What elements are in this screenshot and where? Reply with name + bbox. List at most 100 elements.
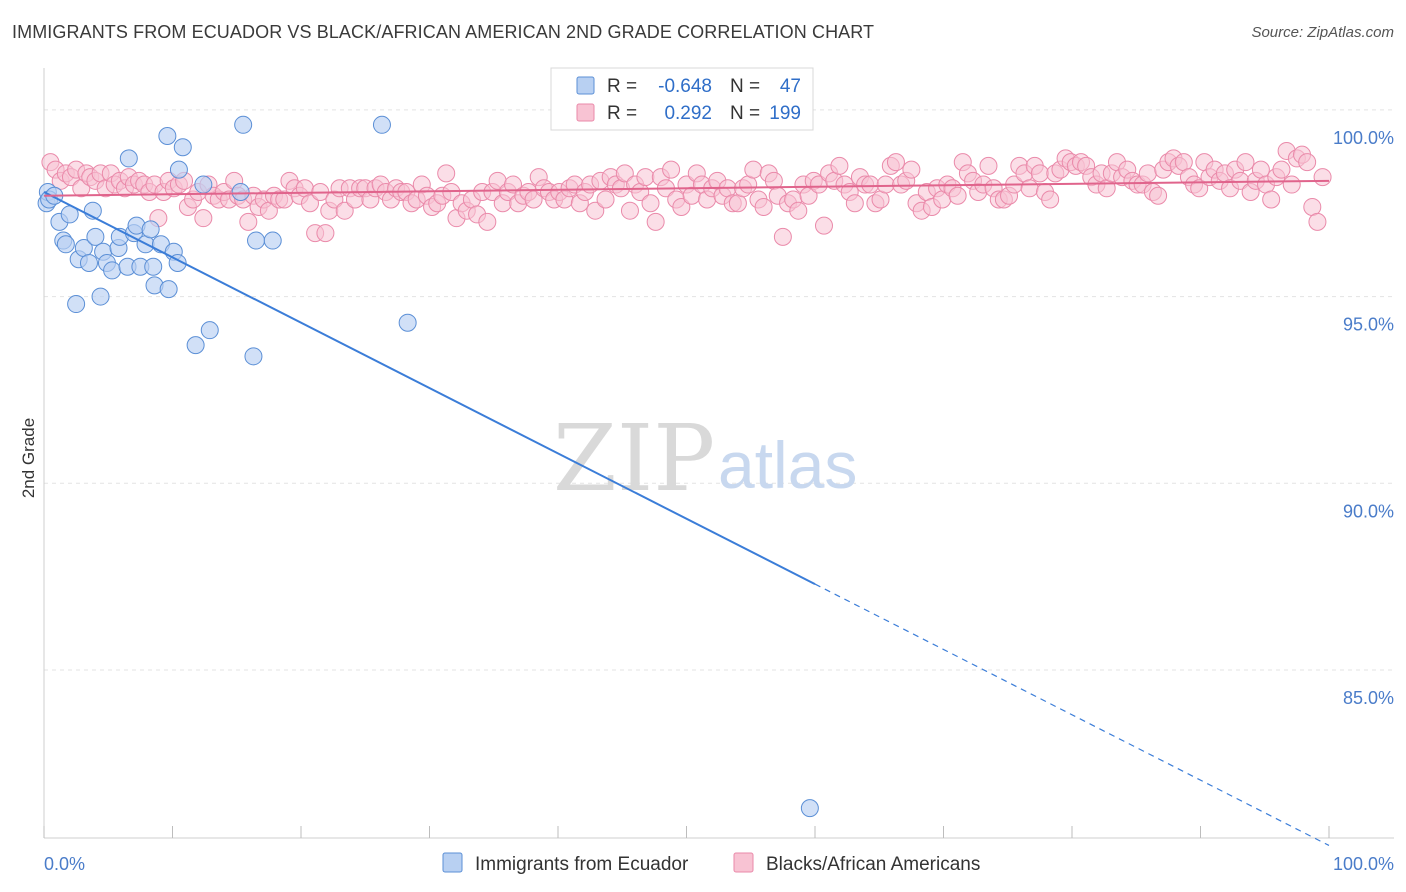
legend-r-label-1: R =	[607, 76, 637, 97]
blue-point	[91, 287, 110, 306]
pink-point	[1190, 179, 1209, 198]
pink-point	[1262, 190, 1281, 209]
blue-point	[247, 231, 266, 250]
pink-point	[662, 160, 681, 179]
x-tick-label-0: 0.0%	[44, 854, 85, 874]
pink-point	[586, 201, 605, 220]
pink-point	[636, 168, 655, 187]
blue-point	[103, 261, 122, 280]
bottom-legend-swatch-blue	[442, 852, 463, 873]
y-tick-label: 85.0%	[1343, 688, 1394, 708]
legend-n-label-2: N =	[730, 103, 760, 124]
pink-point	[596, 190, 615, 209]
x-tick-label-1: 100.0%	[1333, 854, 1394, 874]
blue-point	[141, 220, 160, 239]
bottom-legend-swatch-pink	[733, 852, 754, 873]
chart-title: IMMIGRANTS FROM ECUADOR VS BLACK/AFRICAN…	[12, 22, 875, 42]
pink-point	[504, 175, 523, 194]
pink-point	[773, 227, 792, 246]
blue-point	[372, 115, 391, 134]
watermark-zip: ZIP	[553, 405, 715, 512]
blue-point	[194, 175, 213, 194]
legend-n-value-2: 199	[769, 103, 801, 124]
blue-point	[79, 253, 98, 272]
legend-swatch-blue	[576, 76, 595, 95]
stats-legend: R = -0.648 N = 47 R = 0.292 N = 199	[550, 67, 814, 131]
stats-legend-box	[550, 67, 814, 131]
pink-point	[437, 164, 456, 183]
y-tick-label: 90.0%	[1343, 501, 1394, 521]
blue-point	[144, 257, 163, 276]
watermark: ZIP atlas	[553, 405, 857, 512]
legend-swatch-pink	[576, 103, 595, 122]
pink-point	[194, 209, 213, 228]
pink-point	[1174, 153, 1193, 172]
pink-point	[641, 194, 660, 213]
watermark-atlas: atlas	[718, 428, 857, 502]
pink-point	[902, 160, 921, 179]
pink-point	[295, 179, 314, 198]
pink-point	[672, 197, 691, 216]
blue-point	[186, 336, 205, 355]
blue-point	[231, 183, 250, 202]
pink-point	[478, 212, 497, 231]
series-legend: Immigrants from Ecuador Blacks/African A…	[442, 852, 980, 875]
blue-point	[158, 127, 177, 146]
pink-point	[861, 175, 880, 194]
source-label: Source: ZipAtlas.com	[1251, 24, 1394, 41]
blue-point	[263, 231, 282, 250]
pink-point	[814, 216, 833, 235]
blue-trend-line-extrapolated	[814, 583, 1330, 847]
pink-point	[1313, 168, 1332, 187]
y-tick-label: 95.0%	[1343, 315, 1394, 335]
legend-r-value-1: -0.648	[658, 76, 712, 97]
blue-point	[234, 115, 253, 134]
pink-point	[979, 156, 998, 175]
pink-point	[886, 153, 905, 172]
blue-point	[244, 347, 263, 366]
blue-point	[398, 313, 417, 332]
pink-point	[876, 175, 895, 194]
blue-trend-line	[43, 191, 816, 585]
pink-point	[620, 201, 639, 220]
legend-n-label-1: N =	[730, 76, 760, 97]
pink-point	[1149, 186, 1168, 205]
pink-point	[1303, 197, 1322, 216]
blue-point	[86, 227, 105, 246]
pink-point	[728, 194, 747, 213]
legend-r-value-2: 0.292	[664, 103, 712, 124]
pink-point	[239, 212, 258, 231]
blue-point	[800, 799, 819, 818]
pink-point	[830, 156, 849, 175]
trend-lines	[43, 179, 1330, 847]
pink-point	[646, 212, 665, 231]
bottom-legend-label-pink: Blacks/African Americans	[766, 854, 980, 875]
pink-point	[1030, 164, 1049, 183]
pink-point	[615, 164, 634, 183]
pink-point	[1298, 153, 1317, 172]
pink-point	[871, 190, 890, 209]
blue-point	[169, 160, 188, 179]
pink-point	[1282, 175, 1301, 194]
pink-point	[316, 224, 335, 243]
blue-point	[67, 295, 86, 314]
legend-r-label-2: R =	[607, 103, 637, 124]
pink-point	[744, 160, 763, 179]
pink-point	[1041, 190, 1060, 209]
pink-point	[1251, 160, 1270, 179]
blue-point	[159, 280, 178, 299]
blue-point	[173, 138, 192, 157]
pink-trend-line	[43, 179, 1330, 197]
legend-n-value-1: 47	[780, 76, 801, 97]
pink-point	[845, 194, 864, 213]
pink-point	[739, 175, 758, 194]
blue-point	[200, 321, 219, 340]
pink-point	[789, 201, 808, 220]
pink-point	[1272, 160, 1291, 179]
pink-point	[948, 186, 967, 205]
pink-point	[1138, 164, 1157, 183]
bottom-legend-label-blue: Immigrants from Ecuador	[475, 854, 689, 875]
pink-point	[754, 197, 773, 216]
pink-point	[1236, 153, 1255, 172]
